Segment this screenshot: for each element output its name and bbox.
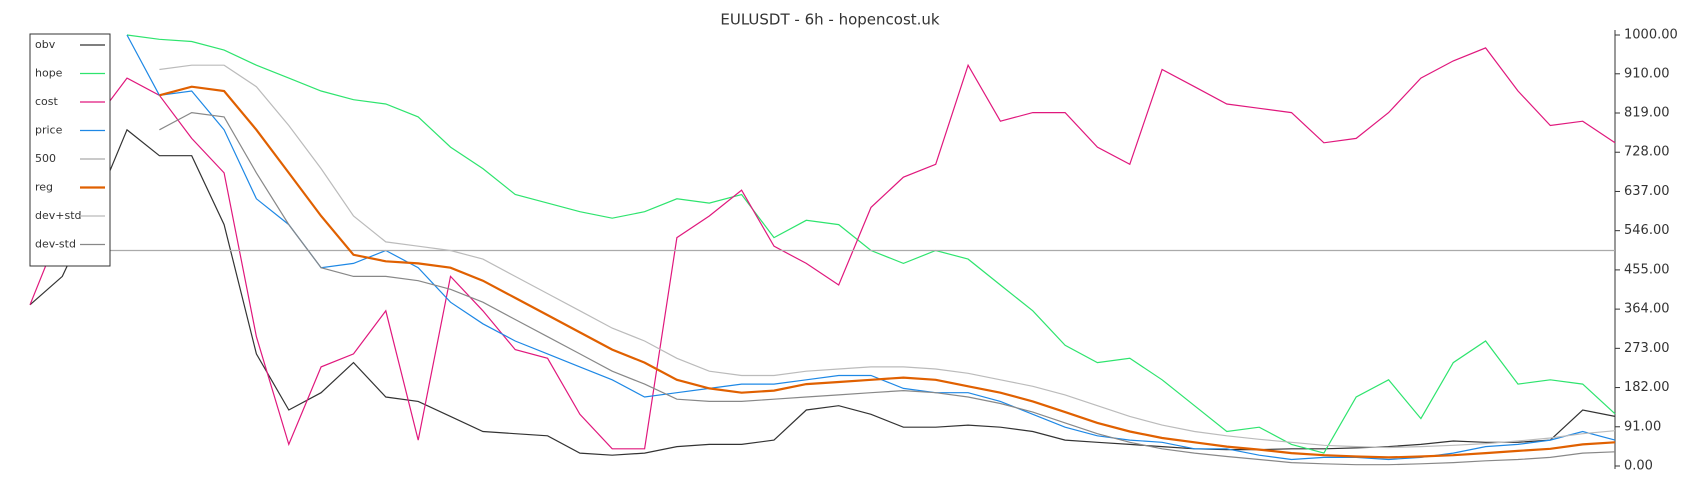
- y-tick-label: 546.00: [1624, 223, 1670, 238]
- legend-label: price: [35, 124, 63, 137]
- y-tick-label: 91.00: [1624, 419, 1661, 434]
- legend: obv hope cost price 500 reg dev+std dev-std: [29, 33, 111, 267]
- y-tick-label: 637.00: [1624, 184, 1670, 199]
- y-tick-label: 455.00: [1624, 262, 1670, 277]
- legend-label: cost: [35, 95, 59, 108]
- series-line: [126, 34, 1616, 461]
- legend-label: reg: [35, 181, 53, 194]
- y-tick-label: 273.00: [1624, 341, 1670, 356]
- series-line: [159, 85, 1616, 459]
- y-tick-label: 1000.00: [1624, 28, 1678, 43]
- legend-label: dev-std: [35, 238, 76, 251]
- series-line: [159, 111, 1616, 466]
- chart-title: EULUSDT - 6h - hopencost.uk: [720, 11, 940, 29]
- series-line: [29, 128, 1616, 456]
- y-tick-label: 364.00: [1624, 302, 1670, 317]
- y-tick-label: 728.00: [1624, 145, 1670, 160]
- y-tick-label: 0.00: [1624, 459, 1653, 474]
- y-tick-label: 819.00: [1624, 106, 1670, 121]
- legend-label: obv: [35, 38, 56, 51]
- legend-label: 500: [35, 152, 56, 165]
- legend-label: hope: [35, 67, 63, 80]
- legend-label: dev+std: [35, 209, 82, 222]
- legend-box: [29, 33, 111, 267]
- series-line: [29, 47, 1616, 450]
- series-line: [126, 34, 1616, 454]
- series-line: [159, 64, 1616, 449]
- y-tick-label: 910.00: [1624, 66, 1670, 81]
- y-tick-label: 182.00: [1624, 380, 1670, 395]
